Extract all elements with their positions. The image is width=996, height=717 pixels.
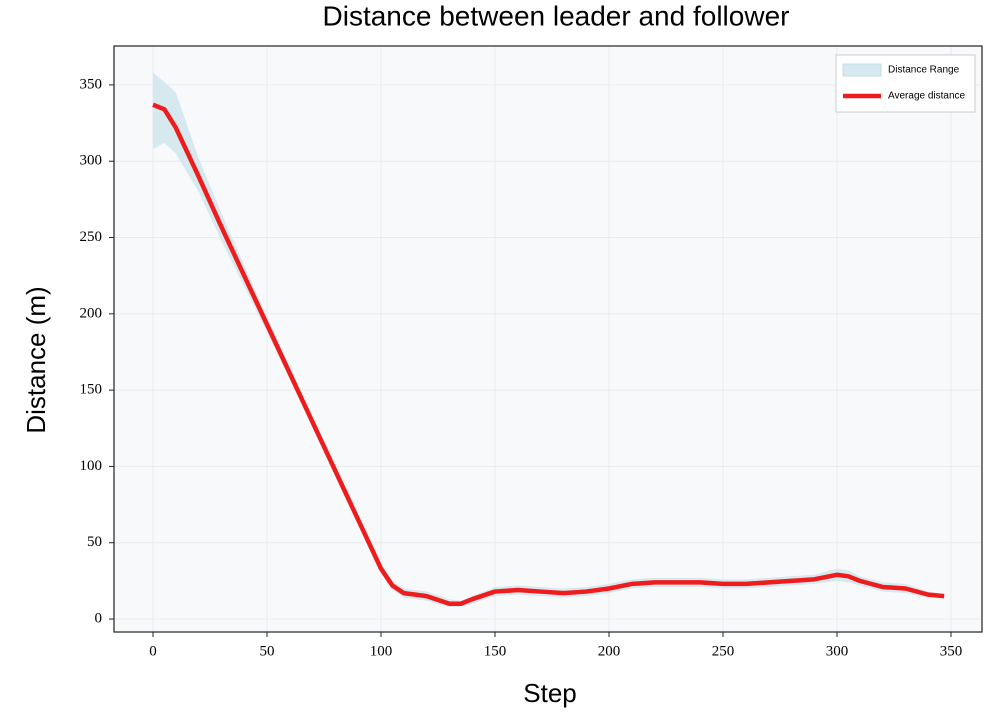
x-axis-label: Step <box>523 678 577 708</box>
plot-frame <box>113 45 983 633</box>
y-tick-label: 100 <box>80 458 103 474</box>
y-tick-label: 200 <box>80 305 103 321</box>
y-tick-label: 50 <box>87 534 102 550</box>
plot-area <box>114 46 982 632</box>
y-tick-label: 350 <box>80 76 103 92</box>
x-tick-label: 200 <box>598 643 621 659</box>
legend-label: Average distance <box>888 91 966 102</box>
x-tick-label: 150 <box>484 643 507 659</box>
x-tick-label: 100 <box>370 643 393 659</box>
average-line <box>152 102 945 607</box>
y-axis-label: Distance (m) <box>21 286 51 433</box>
x-tick-label: 250 <box>712 643 735 659</box>
x-tick-label: 50 <box>259 643 274 659</box>
legend <box>835 54 976 113</box>
y-tick-label: 150 <box>80 382 103 398</box>
x-tick-label: 350 <box>940 643 963 659</box>
y-tick-label: 0 <box>95 610 103 626</box>
y-tick-label: 300 <box>80 153 103 169</box>
legend-swatch <box>842 63 882 77</box>
x-tick-label: 0 <box>149 643 157 659</box>
y-tick-label: 250 <box>80 229 103 245</box>
legend-label: Distance Range <box>888 65 960 76</box>
chart-title: Distance between leader and follower <box>323 0 790 31</box>
x-tick-label: 300 <box>826 643 849 659</box>
